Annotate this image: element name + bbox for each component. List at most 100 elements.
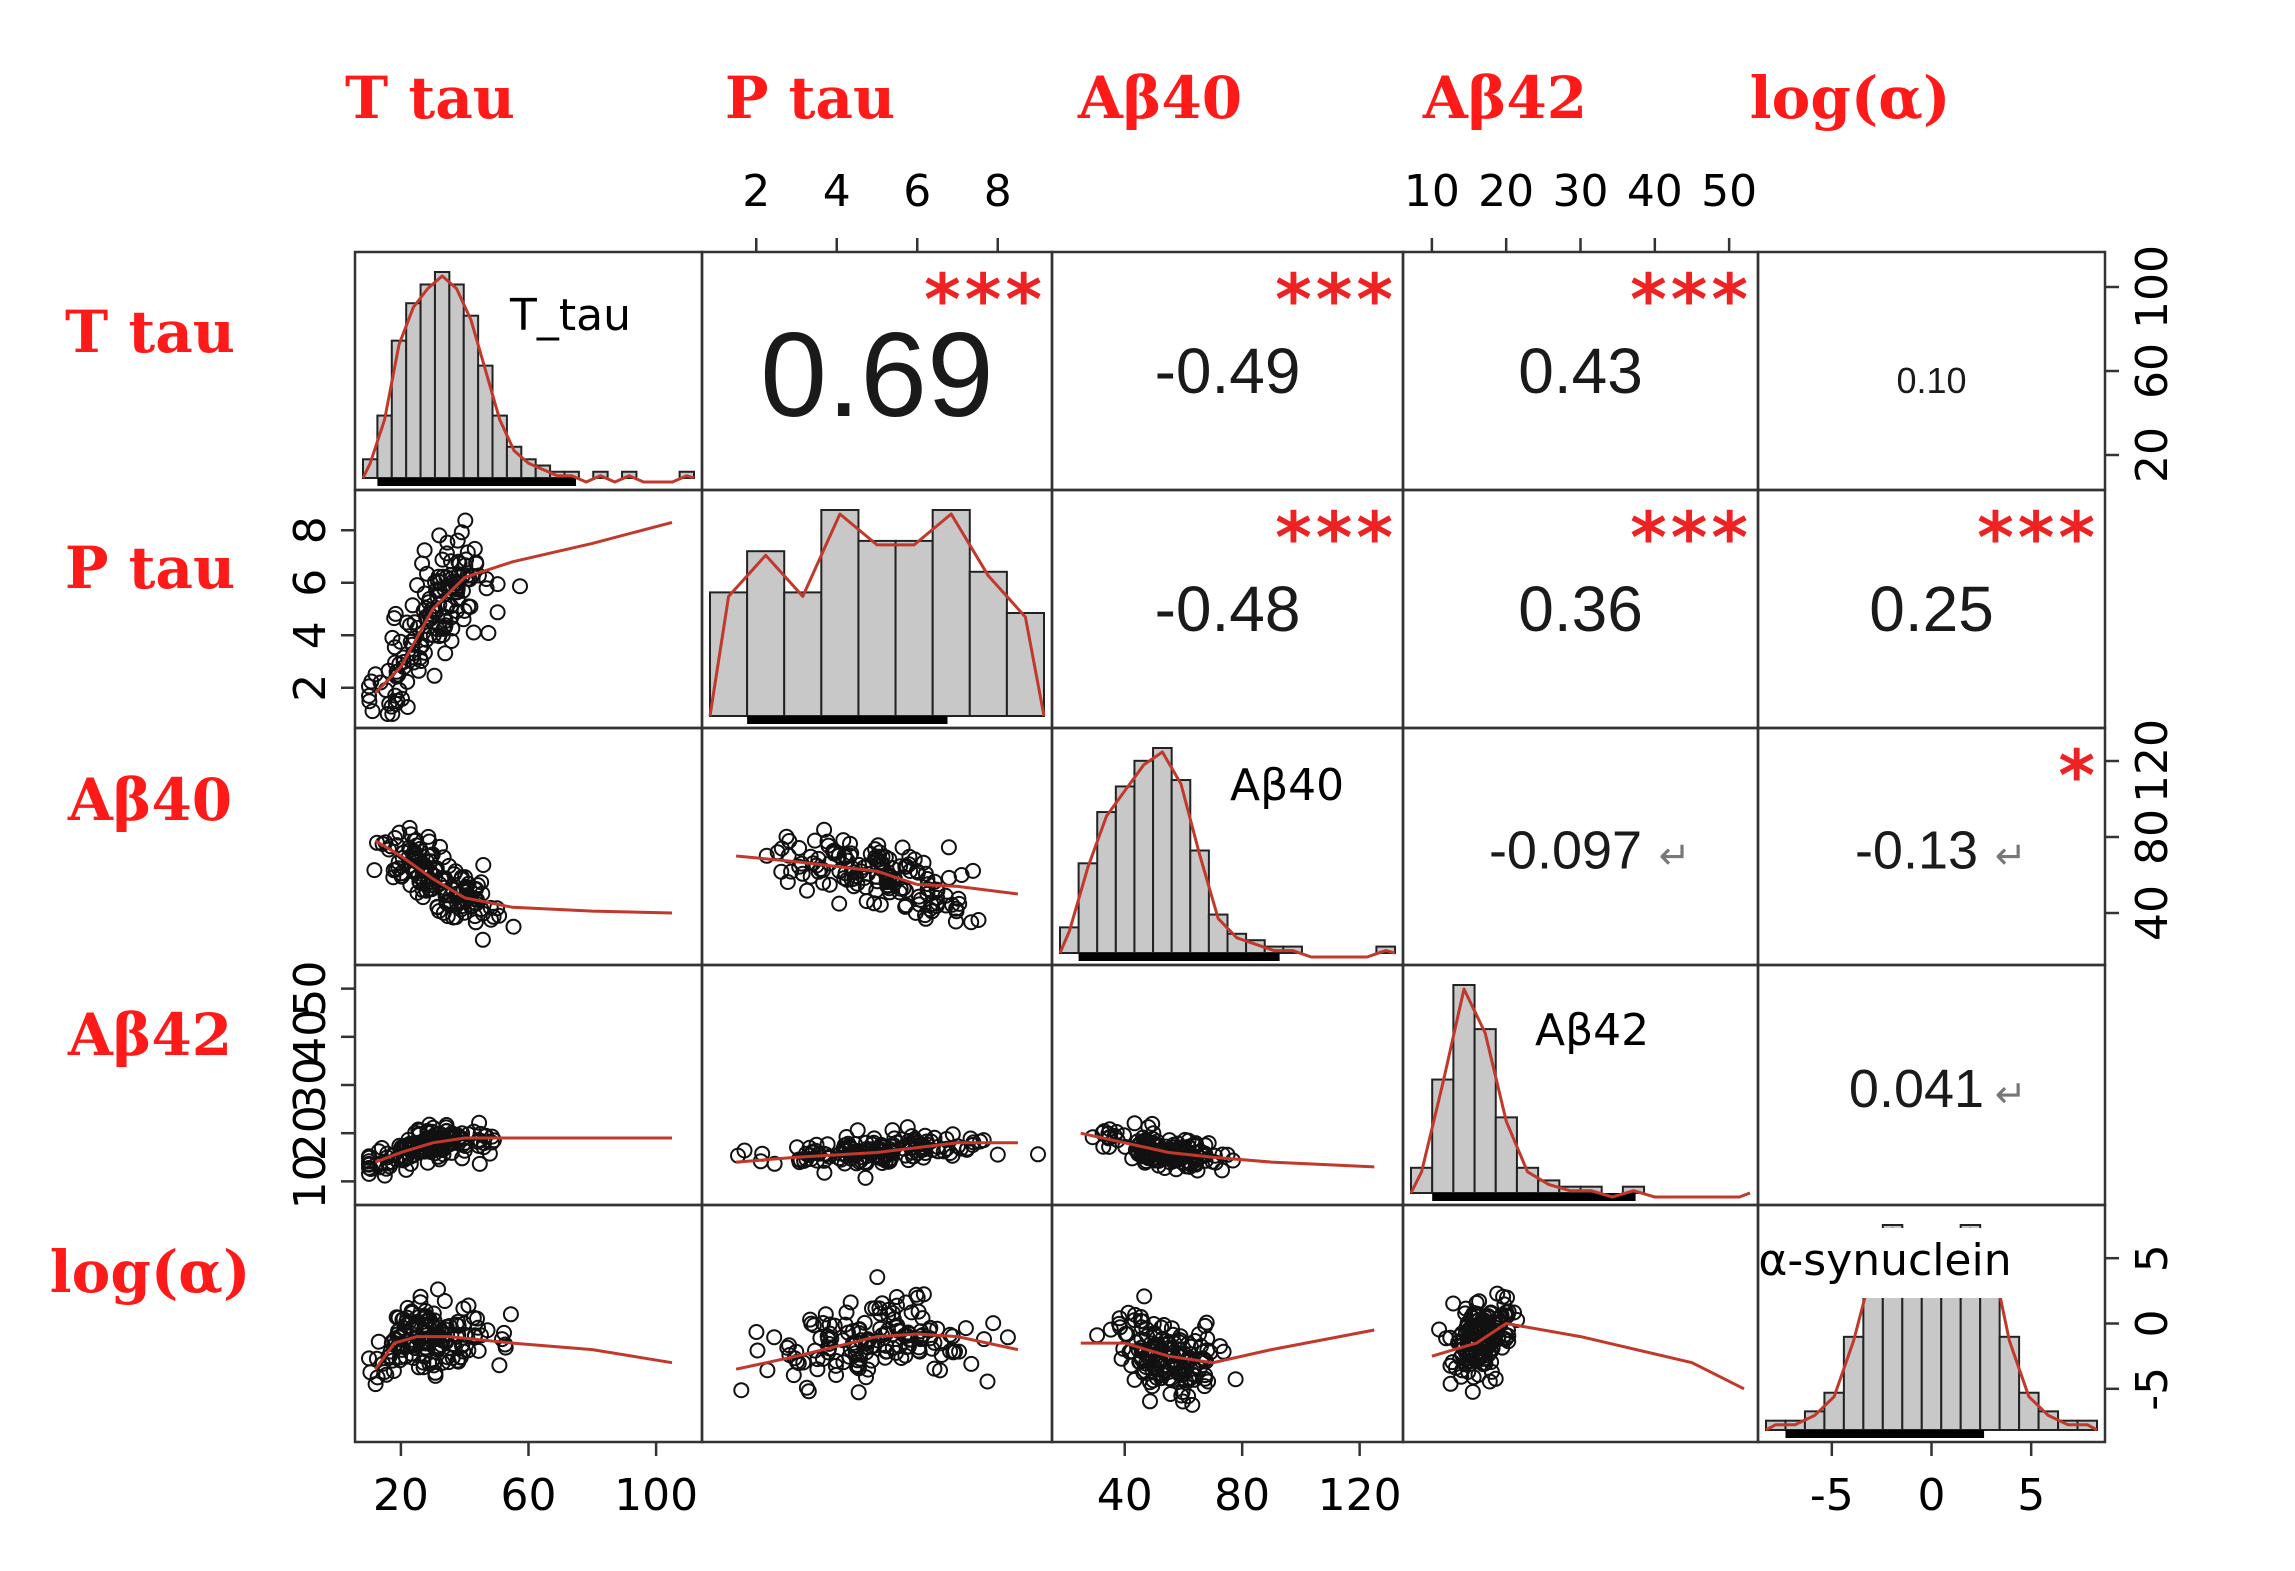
scatter-point xyxy=(938,1140,955,1157)
scatter-point xyxy=(900,1152,917,1169)
scatter-point xyxy=(368,1155,385,1172)
scatter-r4-c0 xyxy=(361,1281,673,1393)
scatter-point xyxy=(390,1309,407,1326)
scatter-point xyxy=(1490,1331,1507,1347)
scatter-point xyxy=(1133,1142,1150,1158)
diag-label-logalpha: α-synuclein xyxy=(1758,1235,2011,1286)
scatter-point xyxy=(810,850,827,867)
hist-bar-v4-4 xyxy=(1842,1335,1865,1432)
scatter-r3-c0 xyxy=(361,1114,672,1184)
scatter-point xyxy=(851,856,867,873)
scatter-point xyxy=(438,1123,455,1140)
scatter-point xyxy=(1184,1396,1201,1413)
scatter-point xyxy=(1111,1310,1128,1327)
scatter-point xyxy=(1132,1309,1149,1325)
scatter-point xyxy=(791,858,808,875)
scatter-point xyxy=(819,1136,836,1153)
scatter-point xyxy=(436,1293,453,1309)
row-label-ttau: T tau xyxy=(65,298,235,366)
scatter-point xyxy=(1457,1354,1474,1371)
scatter-point xyxy=(412,1288,429,1305)
hist-rug-v1 xyxy=(747,716,948,724)
scatter-point xyxy=(491,1357,508,1374)
scatter-point xyxy=(951,1343,968,1360)
hist-bar-v1-6 xyxy=(931,509,971,717)
scatter-point xyxy=(1470,1366,1487,1383)
scatter-point xyxy=(1227,1371,1244,1388)
scatter-point xyxy=(828,1353,845,1369)
scatter-point xyxy=(806,832,823,849)
scatter-point xyxy=(857,1169,874,1186)
scatter-point xyxy=(1197,1137,1214,1154)
scatter-point xyxy=(1128,1141,1145,1158)
scatter-point xyxy=(361,1155,377,1172)
scatter-point xyxy=(465,1309,482,1326)
tick-label-left-ab42: 10 xyxy=(285,1153,336,1209)
scatter-point xyxy=(378,1366,395,1383)
scatter-point xyxy=(1126,1115,1143,1132)
col-label-ttau: T tau xyxy=(345,64,515,132)
corr-value-r0-c1: 0.69 xyxy=(760,308,994,442)
tick-label-right-ttau: 100 xyxy=(2127,245,2178,329)
scatter-point xyxy=(840,1324,856,1341)
scatter-point xyxy=(783,863,800,880)
scatter-point xyxy=(379,706,396,722)
scatter-point xyxy=(773,863,790,880)
scatter-point xyxy=(1144,1115,1161,1132)
hist-density-v2 xyxy=(1058,750,1396,959)
loess-line-r3-c1 xyxy=(735,1141,1018,1164)
scatter-point xyxy=(897,1294,914,1311)
corr-return-mark-r2-c3: ↵ xyxy=(1659,834,1691,878)
hist-bar-v0-9 xyxy=(491,414,508,479)
scatter-point xyxy=(835,832,852,849)
tick-label-left-ptau: 6 xyxy=(285,569,336,597)
scatter-point xyxy=(929,882,946,899)
scatter-point xyxy=(917,1127,934,1144)
scatter-point xyxy=(1197,1370,1213,1387)
scatter-point xyxy=(947,913,964,930)
tick-label-bottom-logalpha: 5 xyxy=(2017,1470,2045,1521)
scatter-point xyxy=(1175,1393,1191,1410)
scatter-point xyxy=(402,826,419,843)
hist-bar-v4-8 xyxy=(1920,1279,1943,1431)
scatter-point xyxy=(891,884,908,901)
tick-label-left-ab42: 20 xyxy=(285,1105,336,1161)
scatter-point xyxy=(437,617,454,634)
hist-bar-v0-4 xyxy=(419,283,436,480)
corr-value-r0-c2: -0.49 xyxy=(1155,335,1301,407)
scatter-point xyxy=(475,857,492,873)
scatter-point xyxy=(450,553,467,570)
hist-bar-v1-5 xyxy=(894,539,934,718)
scatter-point xyxy=(455,1300,472,1317)
scatter-r3-c2 xyxy=(1080,1115,1375,1179)
scatter-point xyxy=(497,1339,514,1356)
scatter-point xyxy=(402,841,419,858)
hist-bar-v0-5 xyxy=(433,271,451,479)
scatter-point xyxy=(864,1300,880,1317)
scatter-point xyxy=(1486,1314,1503,1331)
tick-label-bottom-logalpha: 0 xyxy=(1918,1470,1946,1521)
col-label-logalpha: log(α) xyxy=(1750,64,1951,132)
row-labels: T tau P tau Aβ40 Aβ42 log(α) xyxy=(50,298,251,1306)
scatter-point xyxy=(860,857,877,874)
scatter-point xyxy=(430,1281,446,1298)
tick-label-bottom-logalpha: -5 xyxy=(1810,1470,1854,1521)
scatter-point xyxy=(888,1289,905,1305)
scatter-point xyxy=(857,1335,874,1352)
scatter-point xyxy=(827,1357,844,1374)
corr-value-r1-c2: -0.48 xyxy=(1155,573,1301,645)
scatter-point xyxy=(370,1333,387,1350)
scatter-point xyxy=(1148,1369,1165,1386)
scatter-point xyxy=(418,631,435,648)
tick-label-right-logalpha: 5 xyxy=(2127,1244,2178,1272)
scatter-point xyxy=(364,703,381,720)
scatter-r4-c1 xyxy=(733,1269,1019,1401)
scatter-point xyxy=(426,667,443,684)
scatter-point xyxy=(415,1310,432,1327)
scatter-point xyxy=(1509,1312,1526,1328)
scatter-point xyxy=(957,1320,974,1337)
tick-label-bottom-ab40: 40 xyxy=(1097,1470,1153,1521)
scatter-point xyxy=(858,1369,874,1386)
scatter-point xyxy=(442,566,459,583)
corr-return-mark-r3-c4: ↵ xyxy=(1995,1072,2027,1116)
